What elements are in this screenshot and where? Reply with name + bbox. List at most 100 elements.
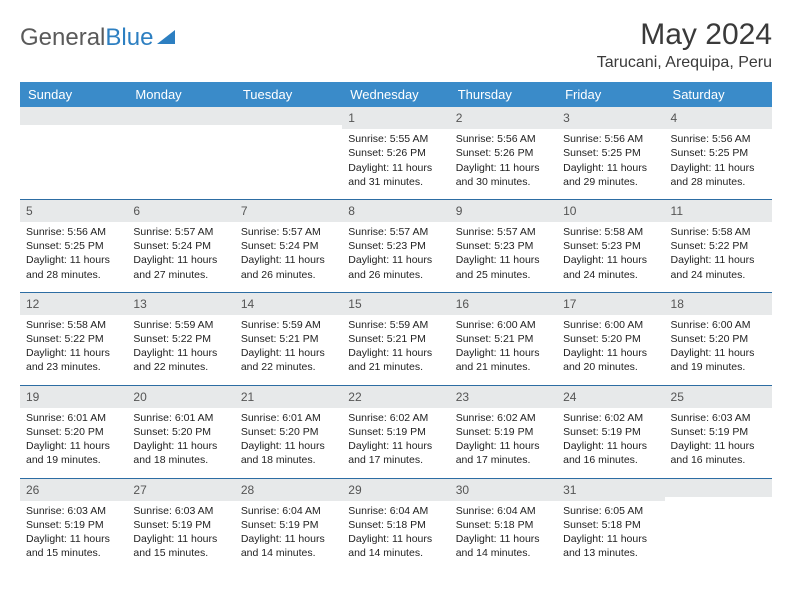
day-info-line: Sunrise: 6:00 AM (671, 318, 766, 332)
day-number: 29 (342, 479, 449, 501)
day-info-line: Sunset: 5:26 PM (456, 146, 551, 160)
day-info-line: Sunrise: 5:58 AM (671, 225, 766, 239)
calendar-cell: 22Sunrise: 6:02 AMSunset: 5:19 PMDayligh… (342, 385, 449, 478)
weekday-header: Sunday (20, 82, 127, 107)
calendar-table: SundayMondayTuesdayWednesdayThursdayFrid… (20, 82, 772, 570)
day-number: 25 (665, 386, 772, 408)
day-body: Sunrise: 5:56 AMSunset: 5:25 PMDaylight:… (557, 129, 664, 199)
day-body: Sunrise: 6:01 AMSunset: 5:20 PMDaylight:… (20, 408, 127, 478)
day-body (20, 125, 127, 187)
day-info-line: Sunrise: 6:01 AM (133, 411, 228, 425)
day-info-line: Daylight: 11 hours and 18 minutes. (133, 439, 228, 467)
day-info-line: Sunset: 5:18 PM (348, 518, 443, 532)
day-body: Sunrise: 5:55 AMSunset: 5:26 PMDaylight:… (342, 129, 449, 199)
day-info-line: Sunset: 5:20 PM (241, 425, 336, 439)
day-number: 14 (235, 293, 342, 315)
calendar-cell: 17Sunrise: 6:00 AMSunset: 5:20 PMDayligh… (557, 292, 664, 385)
day-body: Sunrise: 5:57 AMSunset: 5:24 PMDaylight:… (127, 222, 234, 292)
day-info-line: Sunrise: 6:02 AM (348, 411, 443, 425)
day-info-line: Daylight: 11 hours and 18 minutes. (241, 439, 336, 467)
day-body (127, 125, 234, 187)
day-info-line: Sunset: 5:22 PM (671, 239, 766, 253)
day-info-line: Sunset: 5:24 PM (133, 239, 228, 253)
day-info-line: Daylight: 11 hours and 20 minutes. (563, 346, 658, 374)
day-body: Sunrise: 5:57 AMSunset: 5:23 PMDaylight:… (342, 222, 449, 292)
day-body: Sunrise: 6:01 AMSunset: 5:20 PMDaylight:… (235, 408, 342, 478)
day-info-line: Sunset: 5:20 PM (563, 332, 658, 346)
day-info-line: Daylight: 11 hours and 26 minutes. (241, 253, 336, 281)
day-info-line: Sunrise: 6:03 AM (26, 504, 121, 518)
day-number: 21 (235, 386, 342, 408)
day-body: Sunrise: 5:56 AMSunset: 5:25 PMDaylight:… (665, 129, 772, 199)
day-info-line: Sunrise: 6:03 AM (133, 504, 228, 518)
weekday-header: Tuesday (235, 82, 342, 107)
day-info-line: Sunrise: 6:04 AM (456, 504, 551, 518)
day-info-line: Daylight: 11 hours and 30 minutes. (456, 161, 551, 189)
calendar-cell: 2Sunrise: 5:56 AMSunset: 5:26 PMDaylight… (450, 107, 557, 199)
day-info-line: Daylight: 11 hours and 21 minutes. (456, 346, 551, 374)
day-info-line: Sunset: 5:23 PM (348, 239, 443, 253)
calendar-cell: 20Sunrise: 6:01 AMSunset: 5:20 PMDayligh… (127, 385, 234, 478)
day-number: 3 (557, 107, 664, 129)
day-number: 26 (20, 479, 127, 501)
calendar-cell: 13Sunrise: 5:59 AMSunset: 5:22 PMDayligh… (127, 292, 234, 385)
day-info-line: Sunrise: 6:01 AM (26, 411, 121, 425)
day-number: 22 (342, 386, 449, 408)
day-body: Sunrise: 6:02 AMSunset: 5:19 PMDaylight:… (450, 408, 557, 478)
day-number: 6 (127, 200, 234, 222)
day-body: Sunrise: 5:56 AMSunset: 5:26 PMDaylight:… (450, 129, 557, 199)
day-info-line: Sunset: 5:18 PM (563, 518, 658, 532)
day-info-line: Daylight: 11 hours and 17 minutes. (456, 439, 551, 467)
weekday-header: Thursday (450, 82, 557, 107)
day-info-line: Daylight: 11 hours and 14 minutes. (348, 532, 443, 560)
calendar-cell: 25Sunrise: 6:03 AMSunset: 5:19 PMDayligh… (665, 385, 772, 478)
calendar-cell: 24Sunrise: 6:02 AMSunset: 5:19 PMDayligh… (557, 385, 664, 478)
day-info-line: Sunset: 5:22 PM (26, 332, 121, 346)
day-info-line: Sunset: 5:25 PM (26, 239, 121, 253)
day-body: Sunrise: 6:05 AMSunset: 5:18 PMDaylight:… (557, 501, 664, 571)
day-info-line: Daylight: 11 hours and 31 minutes. (348, 161, 443, 189)
calendar-cell: 14Sunrise: 5:59 AMSunset: 5:21 PMDayligh… (235, 292, 342, 385)
calendar-cell: 6Sunrise: 5:57 AMSunset: 5:24 PMDaylight… (127, 199, 234, 292)
day-number: 11 (665, 200, 772, 222)
day-info-line: Sunset: 5:20 PM (26, 425, 121, 439)
day-info-line: Daylight: 11 hours and 13 minutes. (563, 532, 658, 560)
calendar-cell: 19Sunrise: 6:01 AMSunset: 5:20 PMDayligh… (20, 385, 127, 478)
day-info-line: Sunrise: 5:59 AM (133, 318, 228, 332)
day-info-line: Daylight: 11 hours and 26 minutes. (348, 253, 443, 281)
day-number: 31 (557, 479, 664, 501)
day-number: 13 (127, 293, 234, 315)
day-number: 24 (557, 386, 664, 408)
day-info-line: Daylight: 11 hours and 24 minutes. (563, 253, 658, 281)
day-info-line: Sunrise: 5:57 AM (456, 225, 551, 239)
calendar-cell: 1Sunrise: 5:55 AMSunset: 5:26 PMDaylight… (342, 107, 449, 199)
day-number: 19 (20, 386, 127, 408)
day-body: Sunrise: 5:59 AMSunset: 5:21 PMDaylight:… (235, 315, 342, 385)
day-number: 9 (450, 200, 557, 222)
day-info-line: Daylight: 11 hours and 16 minutes. (563, 439, 658, 467)
day-number: 18 (665, 293, 772, 315)
day-info-line: Sunrise: 5:57 AM (241, 225, 336, 239)
day-number: 16 (450, 293, 557, 315)
day-number: 27 (127, 479, 234, 501)
weekday-header: Wednesday (342, 82, 449, 107)
day-info-line: Daylight: 11 hours and 27 minutes. (133, 253, 228, 281)
day-info-line: Sunrise: 6:01 AM (241, 411, 336, 425)
day-body: Sunrise: 5:57 AMSunset: 5:24 PMDaylight:… (235, 222, 342, 292)
day-number (665, 479, 772, 497)
day-info-line: Daylight: 11 hours and 21 minutes. (348, 346, 443, 374)
day-info-line: Daylight: 11 hours and 19 minutes. (671, 346, 766, 374)
calendar-cell: 29Sunrise: 6:04 AMSunset: 5:18 PMDayligh… (342, 478, 449, 570)
day-info-line: Sunrise: 5:57 AM (133, 225, 228, 239)
day-info-line: Sunrise: 5:56 AM (456, 132, 551, 146)
day-info-line: Sunset: 5:23 PM (456, 239, 551, 253)
day-info-line: Sunset: 5:19 PM (348, 425, 443, 439)
day-body: Sunrise: 6:02 AMSunset: 5:19 PMDaylight:… (342, 408, 449, 478)
day-info-line: Daylight: 11 hours and 17 minutes. (348, 439, 443, 467)
calendar-week-row: 12Sunrise: 5:58 AMSunset: 5:22 PMDayligh… (20, 292, 772, 385)
calendar-cell: 15Sunrise: 5:59 AMSunset: 5:21 PMDayligh… (342, 292, 449, 385)
calendar-cell: 27Sunrise: 6:03 AMSunset: 5:19 PMDayligh… (127, 478, 234, 570)
day-info-line: Sunset: 5:19 PM (456, 425, 551, 439)
calendar-cell: 18Sunrise: 6:00 AMSunset: 5:20 PMDayligh… (665, 292, 772, 385)
day-info-line: Sunrise: 5:59 AM (241, 318, 336, 332)
